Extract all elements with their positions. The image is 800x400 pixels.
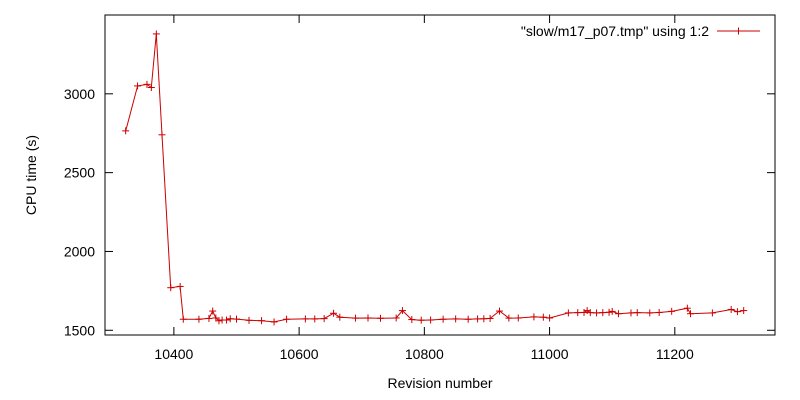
data-point (222, 316, 230, 324)
data-point (608, 307, 616, 315)
data-point (486, 314, 494, 322)
x-tick-label-10600: 10600 (280, 346, 319, 362)
data-point (377, 314, 385, 322)
y-tick-label-1500: 1500 (64, 322, 95, 338)
data-point (495, 307, 503, 315)
data-point (392, 314, 400, 322)
data-point (152, 30, 160, 38)
data-point (209, 307, 217, 315)
data-point (158, 131, 166, 139)
data-point (539, 313, 547, 321)
data-point (364, 314, 372, 322)
data-point (439, 315, 447, 323)
data-point (655, 308, 663, 316)
data-point (464, 315, 472, 323)
data-point (408, 316, 416, 324)
data-point (122, 127, 130, 135)
data-point (614, 310, 622, 318)
x-tick-label-10800: 10800 (405, 346, 444, 362)
data-point (330, 309, 338, 317)
data-point (599, 309, 607, 317)
data-point (646, 309, 654, 317)
legend-marker (735, 27, 742, 35)
data-point (226, 315, 234, 323)
data-point (633, 309, 641, 317)
data-point (683, 304, 691, 312)
data-point (320, 315, 328, 323)
x-axis-label: Revision number (387, 375, 492, 391)
data-point (283, 315, 291, 323)
ticks-layer (105, 15, 775, 335)
plot-frame (104, 14, 776, 336)
data-point (351, 314, 359, 322)
legend: "slow/m17_p07.tmp" using 1:2 (521, 23, 760, 39)
data-point (708, 309, 716, 317)
data-point (427, 316, 435, 324)
data-point (147, 84, 155, 92)
data-point (134, 82, 142, 90)
data-point (727, 305, 735, 313)
data-point (593, 309, 601, 317)
data-point (586, 309, 594, 317)
data-point (580, 308, 588, 316)
x-tick-label-11200: 11200 (656, 346, 694, 362)
data-point (686, 310, 694, 318)
data-point (143, 80, 151, 88)
data-point (195, 315, 203, 323)
data-point (505, 314, 513, 322)
data-point (733, 308, 741, 316)
data-point (167, 284, 175, 292)
data-point (574, 309, 582, 317)
data-point (605, 308, 613, 316)
data-point (514, 314, 522, 322)
data-point (564, 309, 572, 317)
data-point (245, 316, 253, 324)
legend-label: "slow/m17_p07.tmp" using 1:2 (521, 23, 709, 39)
data-point (398, 307, 406, 315)
data-point (205, 314, 213, 322)
y-axis-label: CPU time (s) (23, 135, 39, 215)
data-point (258, 317, 266, 325)
data-point (212, 314, 220, 322)
data-point (452, 315, 460, 323)
data-point (179, 315, 187, 323)
data-point (530, 313, 538, 321)
data-point (668, 307, 676, 315)
x-tick-label-10400: 10400 (154, 346, 193, 362)
y-tick-label-2000: 2000 (64, 243, 95, 259)
x-tick-label-11000: 11000 (531, 346, 569, 362)
series-layer (122, 30, 748, 326)
data-point (627, 309, 635, 317)
data-point (546, 314, 554, 322)
data-point (301, 315, 309, 323)
data-point (311, 315, 319, 323)
tick-labels-layer: 10400 10600 10800 11000 11200 1500 2000 2500 300… (64, 86, 694, 362)
data-point (474, 315, 482, 323)
data-point (232, 315, 240, 323)
data-point (176, 282, 184, 290)
data-point (740, 307, 748, 315)
data-point (480, 315, 488, 323)
y-tick-label-3000: 3000 (64, 86, 95, 102)
data-point (215, 317, 223, 325)
y-tick-label-2500: 2500 (64, 165, 95, 181)
data-point (417, 316, 425, 324)
data-point (270, 318, 278, 326)
series-line-0 (125, 33, 744, 323)
data-point (336, 313, 344, 321)
